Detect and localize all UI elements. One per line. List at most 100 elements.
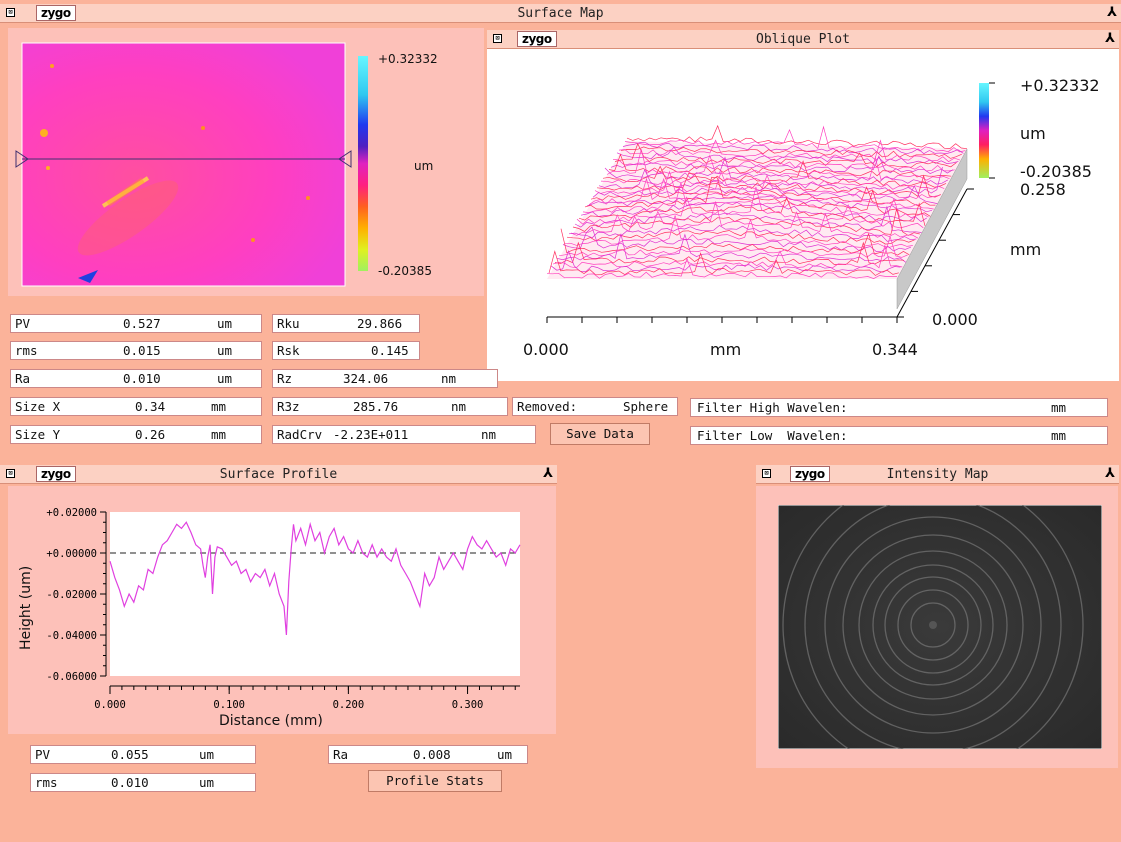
pin-icon[interactable]: ⅄ xyxy=(1105,31,1115,46)
stat-unit: um xyxy=(217,316,233,331)
profile-start-marker[interactable] xyxy=(15,150,29,168)
y-axis-label: Height (um) xyxy=(18,565,34,650)
zygo-logo: zygo xyxy=(790,466,830,482)
wireframe-line xyxy=(598,167,943,194)
oblique-plot-titlebar: ⊠ zygo Oblique Plot ⅄ xyxy=(487,30,1119,49)
window-title: Surface Map xyxy=(517,6,604,21)
wireframe-line xyxy=(554,241,905,266)
wireframe-line xyxy=(562,226,912,252)
removed-field: Removed: Sphere xyxy=(512,397,678,416)
profile-end-marker[interactable] xyxy=(338,150,352,168)
close-box-icon[interactable]: ⊠ xyxy=(493,34,502,43)
stat-unit: nm xyxy=(481,427,497,442)
close-box-icon[interactable]: ⊠ xyxy=(6,8,15,17)
surface-side-wall xyxy=(896,148,968,310)
colorbar-max: +0.32332 xyxy=(378,52,438,66)
wireframe-line xyxy=(588,177,934,210)
stat-label: rms xyxy=(15,343,38,358)
x-axis-max: 0.344 xyxy=(872,340,918,359)
wireframe-line xyxy=(580,201,927,223)
colorbar xyxy=(979,83,989,178)
x-tick-label: 0.000 xyxy=(94,699,126,711)
stat-label: Rz xyxy=(277,371,293,386)
stat-value: 0.527 xyxy=(123,316,161,331)
x-tick-label: 0.300 xyxy=(452,699,484,711)
wireframe-line xyxy=(576,186,924,229)
stat-unit: nm xyxy=(441,371,457,386)
oblique-plot-surface xyxy=(546,82,995,323)
removed-value: Sphere xyxy=(623,399,669,414)
profile-stat-field: PV 0.055 um xyxy=(30,745,256,764)
surface-map-titlebar: ⊠ zygo Surface Map ⅄ xyxy=(0,4,1121,23)
stat-field: Ra 0.010 um xyxy=(10,369,262,388)
wireframe-line xyxy=(556,233,907,263)
stat-unit: mm xyxy=(211,399,227,414)
stat-field: Rz 324.06 nm xyxy=(272,369,498,388)
pin-icon[interactable]: ⅄ xyxy=(1105,466,1115,481)
stat-label: RadCrv xyxy=(277,427,323,442)
pin-icon[interactable]: ⅄ xyxy=(1107,5,1117,20)
stat-unit: nm xyxy=(451,399,467,414)
stat-value: 0.015 xyxy=(123,343,161,358)
colorbar-unit: um xyxy=(414,159,434,173)
stat-field: RadCrv -2.23E+011 nm xyxy=(272,425,536,444)
x-axis-min: 0.000 xyxy=(523,340,569,359)
stat-field: Size X 0.34 mm xyxy=(10,397,262,416)
stat-value: 285.76 xyxy=(353,399,399,414)
wireframe-line xyxy=(572,208,920,236)
wireframe-line xyxy=(552,244,903,269)
colorbar-unit: um xyxy=(1020,124,1046,143)
removed-label: Removed: xyxy=(517,399,578,414)
wireframe-line xyxy=(560,228,910,256)
stat-value: 0.34 xyxy=(135,399,166,414)
stat-value: 0.145 xyxy=(371,343,409,358)
stat-field: Size Y 0.26 mm xyxy=(10,425,262,444)
y-tick-label: +0.00000 xyxy=(46,548,97,560)
stat-label: R3z xyxy=(277,399,300,414)
wireframe-line xyxy=(586,195,933,213)
filter-high-label: Filter High Wavelen: xyxy=(697,400,848,415)
stat-field: Rsk 0.145 xyxy=(272,341,420,360)
filter-low-field[interactable]: Filter Low Wavelen: mm xyxy=(690,426,1108,445)
stat-label: rms xyxy=(35,775,58,790)
wireframe-line xyxy=(566,230,915,245)
zygo-logo: zygo xyxy=(517,31,557,47)
stat-value: 0.010 xyxy=(123,371,161,386)
close-box-icon[interactable]: ⊠ xyxy=(6,469,15,478)
colorbar-min: -0.20385 xyxy=(378,264,432,278)
stat-label: PV xyxy=(35,747,51,762)
profile-stat-field: Ra 0.008 um xyxy=(328,745,528,764)
profile-series-line xyxy=(109,521,521,636)
x-axis-unit: mm xyxy=(710,340,742,359)
y-tick-label: -0.02000 xyxy=(46,589,97,601)
wireframe-line xyxy=(604,156,948,185)
stat-label: Rsk xyxy=(277,343,300,358)
wireframe-line xyxy=(614,142,957,168)
y-axis-max: 0.258 xyxy=(1020,180,1066,199)
profile-stats-button[interactable]: Profile Stats xyxy=(368,770,502,792)
window-title: Surface Profile xyxy=(219,467,338,482)
pin-icon[interactable]: ⅄ xyxy=(543,466,553,481)
save-data-button[interactable]: Save Data xyxy=(550,423,650,445)
wireframe-line xyxy=(596,172,941,198)
close-box-icon[interactable]: ⊠ xyxy=(762,469,771,478)
filter-low-label: Filter Low Wavelen: xyxy=(697,428,848,443)
stat-label: Rku xyxy=(277,316,300,331)
stat-label: PV xyxy=(15,316,31,331)
wireframe-line xyxy=(594,170,940,199)
stat-value: -2.23E+011 xyxy=(333,427,409,442)
x-tick-label: 0.200 xyxy=(333,699,365,711)
plot-area xyxy=(110,512,520,676)
wireframe-line xyxy=(608,153,952,178)
intensity-map-image xyxy=(778,505,1102,749)
stat-unit: um xyxy=(199,775,215,790)
wireframe-line xyxy=(574,205,922,233)
wireframe-line xyxy=(606,149,950,181)
wireframe-line xyxy=(568,224,917,242)
window-title: Oblique Plot xyxy=(756,32,850,47)
wireframe-line xyxy=(616,146,959,164)
y-tick-label: +0.02000 xyxy=(46,507,97,519)
filter-high-field[interactable]: Filter High Wavelen: mm xyxy=(690,398,1108,417)
stat-label: Size Y xyxy=(15,427,61,442)
x-axis-label: Distance (mm) xyxy=(219,713,323,729)
